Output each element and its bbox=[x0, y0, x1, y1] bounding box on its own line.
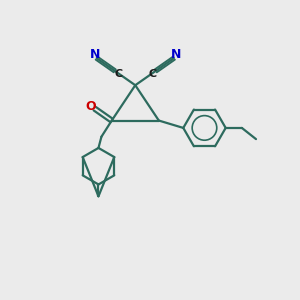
Text: C: C bbox=[148, 69, 156, 80]
Text: C: C bbox=[114, 69, 122, 80]
Text: N: N bbox=[170, 48, 181, 61]
Text: N: N bbox=[90, 48, 100, 61]
Text: O: O bbox=[85, 100, 96, 113]
